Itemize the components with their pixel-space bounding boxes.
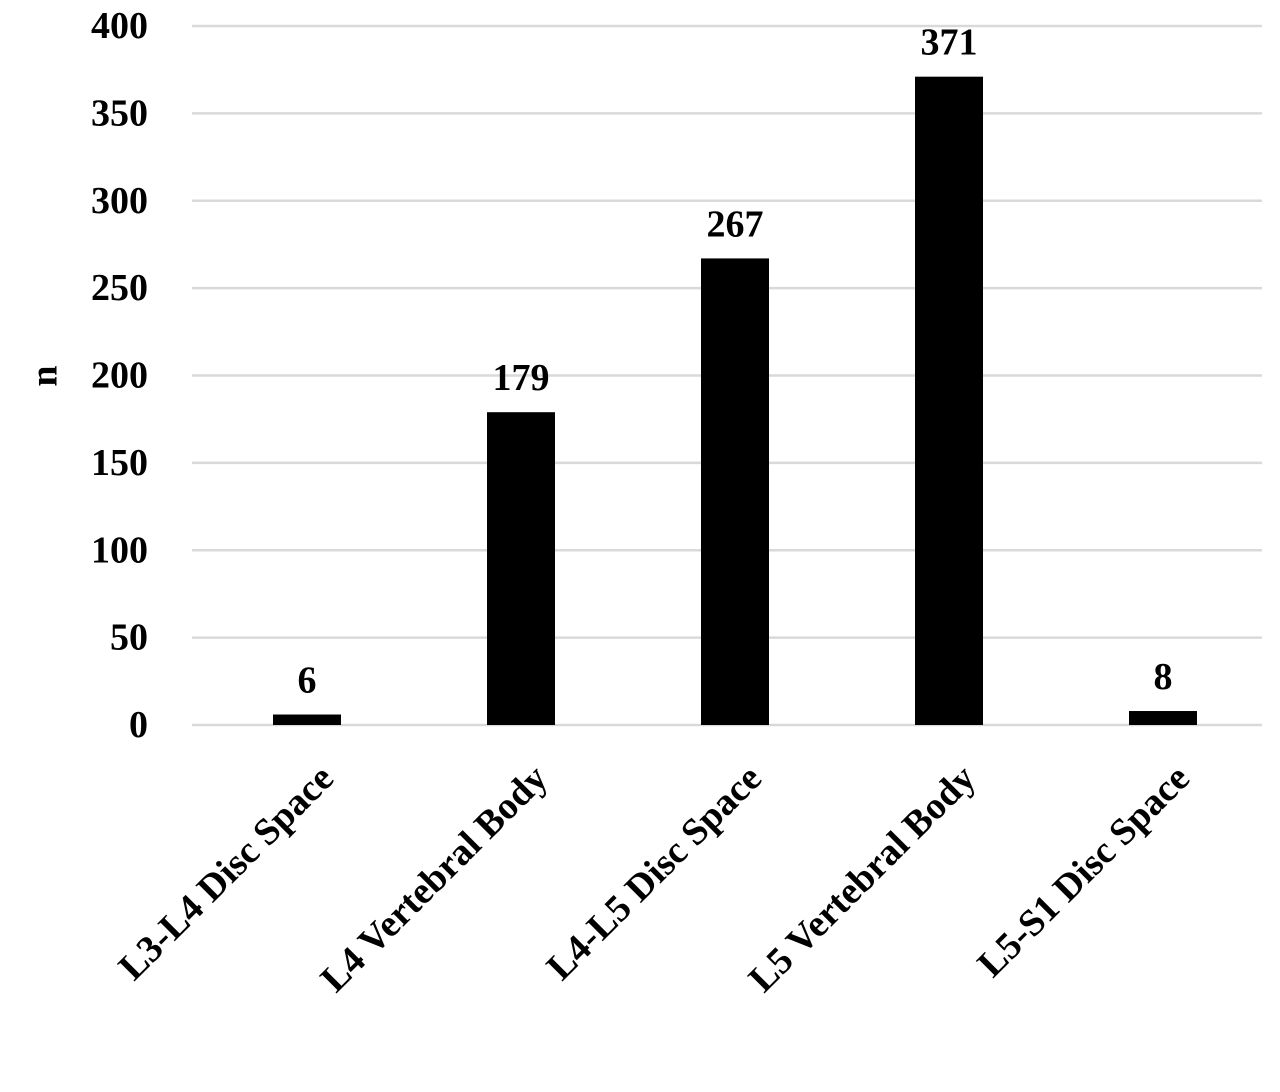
category-label-4: L5-S1 Disc Space	[970, 757, 1198, 985]
y-tick-label-100: 100	[91, 529, 148, 571]
bar-1	[487, 412, 555, 725]
y-tick-label-250: 250	[91, 267, 148, 309]
data-label-3: 371	[921, 22, 978, 64]
y-tick-label-200: 200	[91, 355, 148, 397]
bar-4	[1129, 711, 1197, 725]
y-axis-title: n	[24, 365, 66, 386]
y-tick-label-50: 50	[110, 617, 148, 659]
data-label-1: 179	[493, 357, 550, 399]
bar-3	[915, 76, 983, 726]
data-label-2: 267	[707, 203, 764, 245]
y-tick-label-300: 300	[91, 180, 148, 222]
data-labels: 6 179 267 371 8	[298, 22, 1173, 702]
category-label-1: L4 Vertebral Body	[313, 757, 556, 1000]
y-tick-label-400: 400	[91, 5, 148, 47]
category-label-0: L3-L4 Disc Space	[111, 757, 342, 988]
y-tick-label-350: 350	[91, 92, 148, 134]
category-label-3: L5 Vertebral Body	[741, 757, 984, 1000]
y-tick-label-150: 150	[91, 442, 148, 484]
y-axis-tick-labels: 0 50 100 150 200 250 300 350 400	[91, 5, 148, 746]
y-tick-label-0: 0	[129, 704, 148, 746]
bar-0	[273, 714, 341, 725]
category-label-2: L4-L5 Disc Space	[539, 757, 770, 988]
data-label-0: 6	[298, 660, 317, 702]
bar-2	[701, 258, 769, 725]
bars	[273, 76, 1197, 726]
data-label-4: 8	[1154, 656, 1173, 698]
